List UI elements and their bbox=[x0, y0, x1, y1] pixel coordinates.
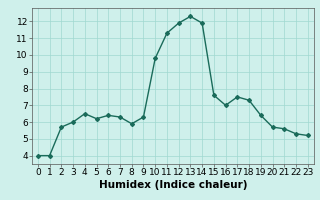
X-axis label: Humidex (Indice chaleur): Humidex (Indice chaleur) bbox=[99, 180, 247, 190]
